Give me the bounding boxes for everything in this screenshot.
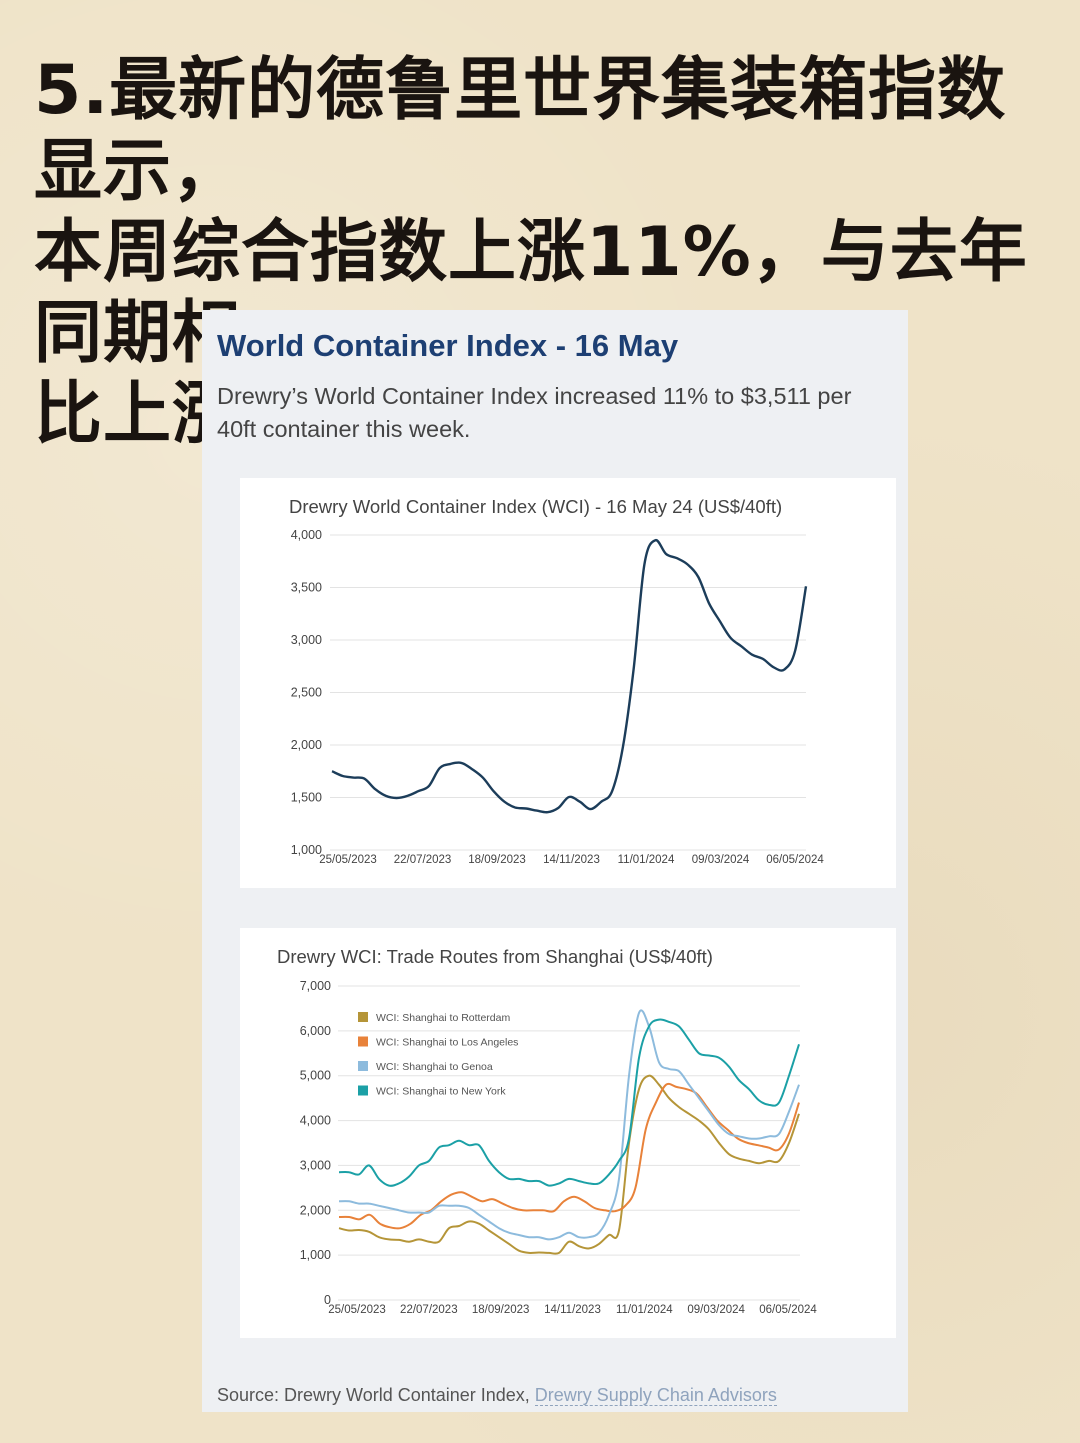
y-tick-label: 2,000 (291, 738, 322, 752)
wci-chart-title: Drewry World Container Index (WCI) - 16 … (289, 496, 783, 517)
legend-swatch (358, 1012, 368, 1022)
x-tick-label: 22/07/2023 (400, 1304, 458, 1316)
y-tick-label: 1,000 (291, 843, 322, 857)
x-tick-label: 18/09/2023 (472, 1304, 530, 1316)
y-tick-label: 1,500 (291, 791, 322, 805)
x-tick-label: 25/05/2023 (328, 1304, 386, 1316)
index-card: World Container Index - 16 May Drewry’s … (202, 310, 908, 1412)
source-link[interactable]: Drewry Supply Chain Advisors (534, 1385, 777, 1406)
x-tick-label: 18/09/2023 (468, 854, 526, 866)
x-tick-label: 06/05/2024 (759, 1304, 817, 1316)
x-tick-label: 25/05/2023 (319, 854, 377, 866)
headline-line-1: 5.最新的德鲁里世界集装箱指数显示， (34, 51, 1007, 211)
series-line (338, 1082, 800, 1230)
x-tick-label: 11/01/2024 (616, 1304, 673, 1316)
series-line (338, 1074, 800, 1255)
legend-label: WCI: Shanghai to Los Angeles (376, 1037, 518, 1049)
series-line (338, 1018, 800, 1187)
x-tick-label: 09/03/2024 (692, 854, 750, 866)
card-title: World Container Index - 16 May (217, 328, 679, 363)
y-tick-label: 3,000 (300, 1158, 331, 1172)
headline-line-2: 本周综合指数上涨11%，与去年同期相 (34, 213, 1028, 373)
routes-chart-panel: Drewry WCI: Trade Routes from Shanghai (… (240, 928, 896, 1338)
wci-chart-panel: Drewry World Container Index (WCI) - 16 … (240, 478, 896, 888)
legend-label: WCI: Shanghai to Genoa (376, 1061, 493, 1073)
x-tick-label: 06/05/2024 (766, 854, 824, 866)
legend-swatch (358, 1061, 368, 1071)
x-tick-label: 14/11/2023 (544, 1304, 601, 1316)
y-tick-label: 4,000 (300, 1114, 331, 1128)
legend-swatch (358, 1085, 368, 1096)
y-tick-label: 2,000 (300, 1203, 331, 1217)
y-tick-label: 3,000 (291, 633, 322, 647)
routes-chart-title: Drewry WCI: Trade Routes from Shanghai (… (277, 946, 713, 967)
y-tick-label: 6,000 (300, 1024, 331, 1038)
legend-swatch (358, 1036, 368, 1047)
y-tick-label: 5,000 (300, 1069, 331, 1083)
source-prefix: Source: Drewry World Container Index, (217, 1385, 535, 1405)
x-tick-label: 09/03/2024 (687, 1304, 745, 1316)
y-tick-label: 4,000 (291, 528, 322, 542)
series-line (338, 1009, 800, 1241)
series-line (331, 539, 808, 814)
x-tick-label: 22/07/2023 (394, 854, 452, 866)
x-tick-label: 14/11/2023 (543, 854, 600, 866)
wci-chart: 1,000 1,500 2,000 2,500 3,000 3,500 4,000 25/05… (291, 528, 825, 866)
card-description: Drewry’s World Container Index increased… (217, 383, 852, 442)
y-tick-label: 2,500 (291, 686, 322, 700)
routes-chart: 0 1,000 2,000 3,000 4,000 5,000 6,000 7,000 25/0… (300, 979, 818, 1316)
y-tick-label: 1,000 (300, 1248, 331, 1262)
legend-label: WCI: Shanghai to Rotterdam (376, 1012, 510, 1024)
legend-label: WCI: Shanghai to New York (376, 1086, 506, 1098)
source-line: Source: Drewry World Container Index, Dr… (217, 1385, 777, 1406)
y-tick-label: 7,000 (300, 979, 331, 993)
y-tick-label: 0 (324, 1293, 331, 1307)
x-tick-label: 11/01/2024 (618, 854, 675, 866)
y-tick-label: 3,500 (291, 581, 322, 595)
